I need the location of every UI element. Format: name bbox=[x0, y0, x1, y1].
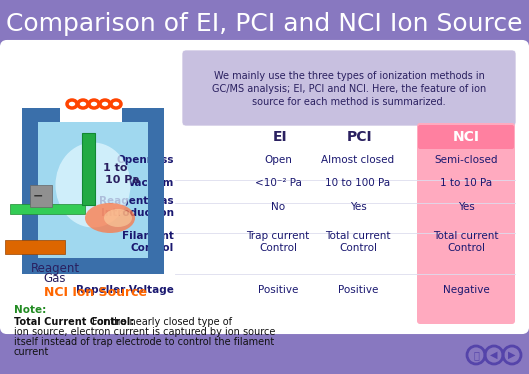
Text: Comparison of EI, PCI and NCI Ion Source: Comparison of EI, PCI and NCI Ion Source bbox=[6, 12, 522, 36]
Text: Vacuum: Vacuum bbox=[127, 178, 174, 188]
Bar bbox=[22, 108, 60, 122]
Bar bbox=[148, 262, 164, 274]
Text: Positive: Positive bbox=[338, 285, 378, 295]
Text: NCI: NCI bbox=[452, 130, 479, 144]
Text: 10 to 100 Pa: 10 to 100 Pa bbox=[325, 178, 390, 188]
Bar bbox=[22, 262, 38, 274]
Text: Openness: Openness bbox=[116, 155, 174, 165]
Text: ion source, electron current is captured by ion source: ion source, electron current is captured… bbox=[14, 327, 276, 337]
Text: Note:: Note: bbox=[14, 305, 46, 315]
Text: ⏮: ⏮ bbox=[473, 350, 479, 360]
Text: Total current
Control: Total current Control bbox=[433, 231, 499, 253]
Bar bbox=[10, 204, 85, 214]
Text: We mainly use the three types of ionization methods in
GC/MS analysis; EI, PCI a: We mainly use the three types of ionizat… bbox=[212, 71, 486, 107]
Text: Yes: Yes bbox=[350, 202, 367, 212]
Text: PCI: PCI bbox=[347, 130, 373, 144]
Ellipse shape bbox=[85, 203, 135, 233]
Bar bbox=[148, 108, 164, 273]
Text: Almost closed: Almost closed bbox=[322, 155, 395, 165]
Text: Open: Open bbox=[264, 155, 292, 165]
Bar bbox=[30, 185, 52, 207]
Bar bbox=[122, 108, 164, 122]
Text: Total Current Control:: Total Current Control: bbox=[14, 317, 134, 327]
Text: No: No bbox=[271, 202, 285, 212]
Text: For the nearly closed type of: For the nearly closed type of bbox=[92, 317, 232, 327]
Text: Reagent Gas
Introduction: Reagent Gas Introduction bbox=[99, 196, 174, 218]
Bar bbox=[82, 133, 95, 205]
Ellipse shape bbox=[104, 209, 132, 227]
Text: Negative: Negative bbox=[443, 285, 489, 295]
Text: Filament
Control: Filament Control bbox=[122, 231, 174, 253]
Bar bbox=[5, 240, 65, 254]
FancyBboxPatch shape bbox=[1, 41, 528, 333]
Bar bbox=[0, 0, 529, 46]
Text: itself instead of trap electrode to control the filament: itself instead of trap electrode to cont… bbox=[14, 337, 274, 347]
Text: current: current bbox=[14, 347, 49, 357]
Text: 1 to: 1 to bbox=[103, 163, 127, 173]
Text: −: − bbox=[33, 190, 43, 202]
Text: 1 to 10 Pa: 1 to 10 Pa bbox=[440, 178, 492, 188]
FancyBboxPatch shape bbox=[418, 125, 514, 149]
Text: ◀: ◀ bbox=[490, 350, 498, 360]
FancyBboxPatch shape bbox=[182, 50, 516, 126]
Text: ▶: ▶ bbox=[508, 350, 516, 360]
Text: EI: EI bbox=[272, 130, 287, 144]
Text: Yes: Yes bbox=[458, 202, 475, 212]
Bar bbox=[22, 258, 164, 274]
Text: Gas: Gas bbox=[44, 272, 66, 285]
Text: <10⁻² Pa: <10⁻² Pa bbox=[254, 178, 302, 188]
Text: Total current
Control: Total current Control bbox=[325, 231, 391, 253]
Text: NCI Ion Source: NCI Ion Source bbox=[43, 286, 147, 299]
Text: Repeller Voltage: Repeller Voltage bbox=[76, 285, 174, 295]
FancyBboxPatch shape bbox=[417, 123, 515, 324]
Text: Semi-closed: Semi-closed bbox=[434, 155, 498, 165]
Text: Trap current
Control: Trap current Control bbox=[247, 231, 309, 253]
Bar bbox=[38, 122, 148, 258]
Text: 10 Pa: 10 Pa bbox=[105, 175, 139, 185]
Ellipse shape bbox=[56, 142, 131, 227]
Bar bbox=[22, 108, 38, 273]
Text: Reagent: Reagent bbox=[31, 262, 79, 275]
Text: Positive: Positive bbox=[258, 285, 298, 295]
